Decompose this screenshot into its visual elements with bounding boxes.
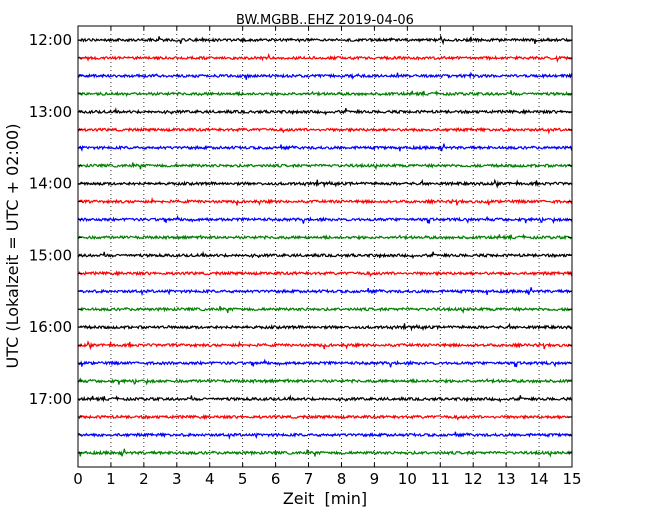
y-tick-label: 17:00 — [29, 390, 72, 408]
trace-line — [77, 107, 573, 116]
y-tick-label: 12:00 — [29, 31, 72, 49]
x-tick-label: 11 — [431, 470, 450, 488]
trace-line — [77, 322, 573, 332]
vertical-gridlines — [110, 26, 540, 467]
trace-line — [77, 196, 573, 207]
y-tick-label: 15:00 — [29, 246, 72, 264]
trace-line — [77, 270, 573, 278]
x-tick-label: 8 — [337, 470, 347, 488]
trace-line — [77, 287, 573, 297]
trace-line — [77, 52, 573, 64]
y-tick-label: 13:00 — [29, 103, 72, 121]
trace-line — [77, 448, 573, 458]
trace-line — [77, 34, 573, 46]
trace-line — [77, 250, 573, 260]
trace-line — [77, 305, 573, 315]
trace-line — [77, 377, 573, 386]
plot-frame — [77, 25, 573, 468]
x-axis-label: Zeit [min] — [283, 489, 367, 508]
trace-line — [77, 178, 573, 189]
trace-line — [77, 233, 573, 241]
y-tick-label: 16:00 — [29, 318, 72, 336]
x-tick-label: 14 — [530, 470, 549, 488]
x-tick-label: 10 — [398, 470, 417, 488]
trace-line — [77, 431, 573, 440]
y-tick-label: 14:00 — [29, 175, 72, 193]
x-tick-label: 6 — [271, 470, 281, 488]
trace-lines — [77, 34, 573, 458]
trace-line — [77, 358, 573, 368]
trace-line — [77, 143, 573, 152]
y-ticks: 12:00 13:00 14:00 15:00 16:00 17:00 — [29, 31, 572, 454]
x-tick-label: 9 — [370, 470, 380, 488]
trace-line — [77, 89, 573, 98]
x-tick-label: 3 — [172, 470, 182, 488]
trace-line — [77, 214, 573, 225]
x-ticks: 0 1 2 3 4 5 6 7 8 9 10 11 12 13 14 15 — [73, 26, 582, 488]
trace-line — [77, 162, 573, 171]
x-tick-label: 13 — [497, 470, 516, 488]
x-tick-label: 1 — [106, 470, 116, 488]
trace-line — [77, 413, 573, 421]
x-tick-label: 2 — [139, 470, 149, 488]
trace-line — [77, 71, 573, 80]
x-tick-label: 15 — [562, 470, 581, 488]
x-tick-label: 12 — [464, 470, 483, 488]
x-tick-label: 4 — [205, 470, 215, 488]
chart-title: BW.MGBB..EHZ 2019-04-06 — [236, 13, 414, 28]
x-tick-label: 5 — [238, 470, 248, 488]
x-tick-label: 7 — [304, 470, 314, 488]
trace-line — [77, 126, 573, 135]
trace-line — [77, 340, 573, 351]
x-tick-label: 0 — [73, 470, 83, 488]
y-axis-label: UTC (Lokalzeit = UTC + 02:00) — [3, 124, 22, 369]
trace-line — [77, 394, 573, 403]
